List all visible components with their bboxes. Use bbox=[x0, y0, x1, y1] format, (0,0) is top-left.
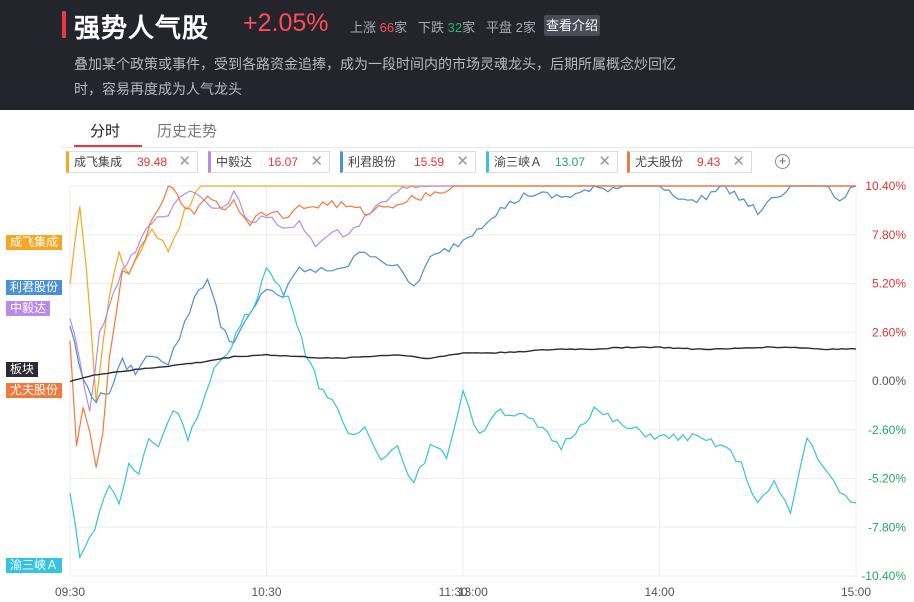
series-label: 成飞集成 bbox=[6, 235, 63, 250]
stock-chip[interactable]: 尤夫股份 9.43 ✕ bbox=[627, 151, 752, 173]
up-count-stat: 上涨 66家 bbox=[350, 20, 408, 35]
active-tab-underline bbox=[74, 145, 142, 147]
series-line bbox=[69, 185, 857, 404]
stock-chip[interactable]: 渝三峡Ａ 13.07 ✕ bbox=[486, 151, 618, 173]
series-line bbox=[69, 185, 856, 468]
close-icon[interactable]: ✕ bbox=[178, 153, 191, 170]
stock-chip-name: 中毅达 bbox=[216, 155, 253, 169]
header: 强势人气股 +2.05% 上涨 66家 下跌 32家 平盘 2家 查看介绍 叠加… bbox=[0, 0, 914, 110]
stock-chip-name: 成飞集成 bbox=[74, 155, 123, 169]
y-tick-label: -2.60% bbox=[868, 423, 906, 437]
close-icon[interactable]: ✕ bbox=[456, 153, 469, 170]
y-tick-label: 2.60% bbox=[872, 325, 906, 339]
title-accent-bar bbox=[62, 11, 66, 38]
tab-intraday[interactable]: 分时 bbox=[90, 123, 121, 140]
x-tick-label: 13:00 bbox=[458, 585, 488, 599]
stock-chip-name: 利君股份 bbox=[348, 155, 397, 169]
stock-chip-price: 15.59 bbox=[414, 155, 445, 169]
stock-chip-price: 13.07 bbox=[555, 155, 586, 169]
x-tick-label: 15:00 bbox=[841, 585, 871, 599]
y-tick-label: 10.40% bbox=[865, 179, 906, 193]
stock-chip-price: 9.43 bbox=[697, 155, 721, 169]
series-line bbox=[69, 346, 857, 383]
y-tick-label: 7.80% bbox=[872, 228, 906, 242]
stock-chip[interactable]: 中毅达 16.07 ✕ bbox=[208, 151, 330, 173]
sector-description: 叠加某个政策或事件，受到各路资金追捧，成为一段时间内的市场灵魂龙头，后期所属概念… bbox=[74, 56, 676, 97]
stock-chip-name: 尤夫股份 bbox=[635, 155, 684, 169]
y-tick-label: -7.80% bbox=[868, 520, 906, 534]
change-percent: +2.05% bbox=[243, 9, 329, 37]
x-tick-label: 09:30 bbox=[55, 585, 85, 599]
x-tick-label: 11:30 bbox=[439, 585, 468, 599]
flat-count-stat: 平盘 2家 bbox=[486, 20, 536, 35]
stock-chip[interactable]: 利君股份 15.59 ✕ bbox=[340, 151, 476, 173]
y-tick-label: 5.20% bbox=[872, 277, 906, 291]
stock-chip-price: 16.07 bbox=[268, 155, 299, 169]
down-count-stat: 下跌 32家 bbox=[418, 20, 476, 35]
series-label: 利君股份 bbox=[6, 280, 63, 295]
close-icon[interactable]: ✕ bbox=[598, 153, 611, 170]
close-icon[interactable]: ✕ bbox=[310, 153, 323, 170]
tab-history[interactable]: 历史走势 bbox=[157, 123, 218, 140]
stock-chip[interactable]: 成飞集成 39.48 ✕ bbox=[66, 151, 198, 173]
series-line bbox=[69, 266, 857, 560]
tab-divider bbox=[60, 147, 914, 148]
y-tick-label: 0.00% bbox=[872, 374, 906, 388]
y-tick-label: -10.40% bbox=[861, 569, 906, 583]
series-label: 尤夫股份 bbox=[6, 383, 63, 398]
intraday-chart: 10.40% 7.80% 5.20% 2.60% 0.00% -2.60% -5.20% -7… bbox=[55, 179, 906, 599]
view-intro-button[interactable]: 查看介绍 bbox=[544, 15, 600, 36]
x-tick-label: 10:30 bbox=[251, 585, 281, 599]
y-tick-label: -5.20% bbox=[868, 472, 906, 486]
add-circle-icon[interactable]: + bbox=[775, 154, 790, 169]
stock-chip-name: 渝三峡Ａ bbox=[494, 155, 543, 169]
page-title: 强势人气股 bbox=[74, 13, 210, 43]
close-icon[interactable]: ✕ bbox=[732, 153, 745, 170]
series-label: 渝三峡Ａ bbox=[6, 558, 63, 573]
series-label: 中毅达 bbox=[6, 301, 51, 316]
stock-chip-price: 39.48 bbox=[137, 155, 168, 169]
x-tick-label: 14:00 bbox=[644, 585, 674, 599]
series-label: 板块 bbox=[6, 362, 39, 377]
